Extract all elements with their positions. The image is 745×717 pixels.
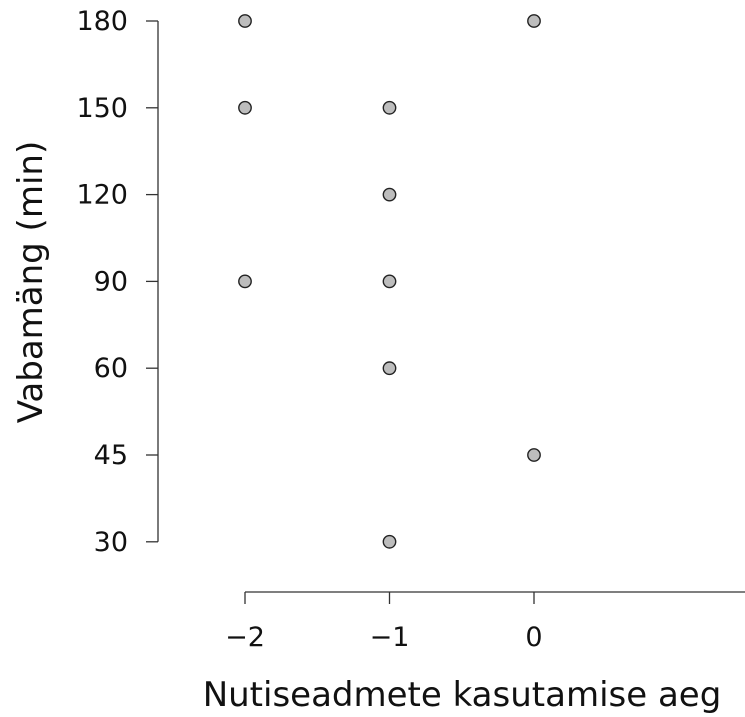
scatter-point <box>238 274 252 289</box>
data-points <box>238 14 541 549</box>
x-axis: −2−102 <box>225 591 745 653</box>
y-axis: 30 45 60 90 120 150 180 <box>76 6 159 558</box>
scatter-point <box>527 14 541 28</box>
x-axis-title: Nutiseadmete kasutamise aeg <box>203 675 722 715</box>
y-tick-label: 90 <box>94 266 128 297</box>
y-tick-label: 150 <box>76 93 128 124</box>
y-tick-label: 120 <box>76 180 128 211</box>
scatter-point <box>382 100 397 115</box>
scatter-point <box>382 187 397 202</box>
scatter-point <box>382 534 397 549</box>
scatter-point <box>382 361 397 376</box>
scatter-point <box>382 274 397 289</box>
y-tick-label: 45 <box>94 440 128 471</box>
x-tick-label: 0 <box>525 622 542 653</box>
scatter-point <box>527 448 541 462</box>
y-tick-label: 180 <box>76 6 128 37</box>
x-tick-label: −2 <box>225 622 265 653</box>
x-tick-label: −1 <box>370 622 410 653</box>
y-tick-label: 30 <box>94 527 128 558</box>
scatter-point <box>238 14 252 28</box>
y-tick-label: 60 <box>94 353 128 384</box>
y-axis-title: Vabamäng (min) <box>11 141 51 423</box>
scatter-point <box>238 100 252 115</box>
